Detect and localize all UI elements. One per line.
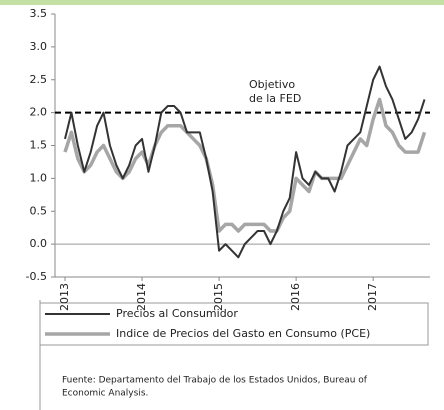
source-line: Economic Analysis. [62, 389, 148, 399]
y-tick-label: 0.0 [30, 237, 48, 250]
legend-label: Indice de Precios del Gasto en Consumo (… [116, 327, 370, 340]
legend-box [39, 302, 429, 346]
y-tick-label: -0.5 [26, 270, 47, 283]
y-tick-label: 1.5 [30, 139, 48, 152]
x-tick-label: 2014 [135, 283, 148, 311]
y-tick-label: 3.0 [30, 40, 48, 53]
x-tick-label: 2017 [366, 283, 379, 311]
x-tick-label: 2016 [289, 283, 302, 311]
legend-label: Precios al Consumidor [116, 307, 238, 320]
annotation: Objetivo [249, 78, 295, 91]
y-tick-label: 1.0 [30, 171, 48, 184]
y-tick-label: 2.0 [30, 106, 48, 119]
annotation: de la FED [249, 92, 301, 105]
series-line [63, 97, 427, 233]
top-band [0, 0, 444, 5]
x-tick-label: 2015 [212, 283, 225, 311]
y-tick-label: 3.5 [30, 7, 48, 20]
series-line [64, 65, 426, 259]
y-tick-label: 0.5 [30, 204, 48, 217]
source-line: Fuente: Departamento del Trabajo de los … [62, 376, 368, 386]
x-tick-label: 2013 [58, 283, 71, 311]
y-tick-label: 2.5 [30, 73, 48, 86]
